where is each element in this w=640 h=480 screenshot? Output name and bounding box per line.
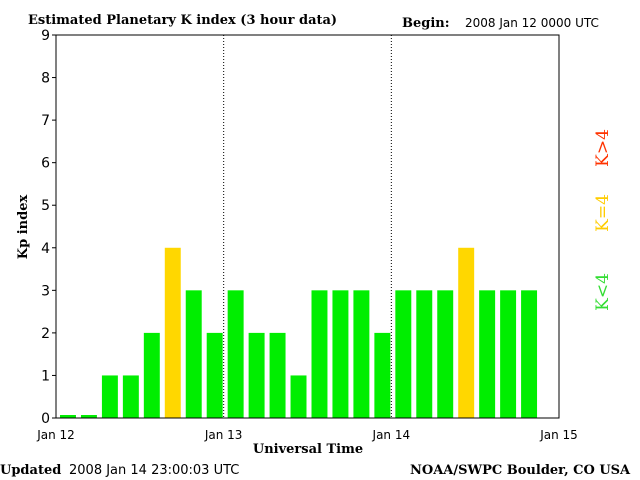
kp-bar	[332, 290, 349, 418]
kp-bar	[353, 290, 370, 418]
y-axis-label: Kp index	[16, 195, 31, 260]
y-tick-label: 2	[41, 326, 50, 342]
kp-bar	[458, 247, 475, 418]
begin-value: 2008 Jan 12 0000 UTC	[465, 16, 599, 30]
y-tick-labels: 0 1 2 3 4 5 6 7 8 9	[41, 28, 56, 427]
legend-quiet: K<4	[593, 273, 613, 311]
kp-bar	[500, 290, 517, 418]
kp-bar	[374, 332, 391, 418]
kp-bar	[269, 332, 286, 418]
kp-bar	[206, 332, 223, 418]
begin-label: Begin:	[402, 16, 450, 31]
kp-bar	[416, 290, 433, 418]
kp-bar	[80, 415, 97, 418]
updated-value: 2008 Jan 14 23:00:03 UTC	[69, 463, 239, 478]
x-tick-label: Jan 14	[372, 428, 411, 442]
kp-bar	[122, 375, 139, 418]
kp-bar	[185, 290, 202, 418]
plot-frame	[55, 34, 560, 419]
x-tick-label: Jan 13	[204, 428, 243, 442]
x-axis-label: Universal Time	[253, 442, 363, 457]
kp-bar	[290, 375, 307, 418]
kp-bar	[60, 415, 76, 418]
source-credit: NOAA/SWPC Boulder, CO USA	[410, 463, 631, 478]
day-dividers	[223, 35, 392, 418]
kp-bar	[248, 332, 265, 418]
kp-bar	[395, 290, 412, 418]
y-tick-label: 5	[41, 198, 50, 214]
chart-title: Estimated Planetary K index (3 hour data…	[28, 13, 337, 28]
x-tick-label: Jan 12	[36, 428, 75, 442]
y-tick-label: 7	[41, 113, 50, 129]
kp-bar	[479, 290, 496, 418]
y-tick-label: 4	[41, 241, 50, 257]
kp-bars	[60, 247, 538, 418]
y-tick-label: 8	[41, 71, 50, 87]
kp-bar	[437, 290, 454, 418]
y-tick-label: 3	[41, 283, 50, 299]
y-tick-label: 1	[41, 368, 50, 384]
x-tick-label: Jan 15	[539, 428, 578, 442]
updated-label: Updated	[0, 463, 61, 478]
kp-bar	[143, 332, 160, 418]
kp-bar	[311, 290, 328, 418]
y-tick-label: 6	[41, 156, 50, 172]
kp-bar	[101, 375, 118, 418]
legend-moderate: K=4	[593, 194, 613, 232]
x-tick-labels: Jan 12 Jan 13 Jan 14 Jan 15	[36, 428, 578, 442]
y-tick-label: 0	[41, 411, 50, 427]
kp-bar	[164, 247, 181, 418]
kp-bar	[521, 290, 538, 418]
y-tick-label: 9	[41, 28, 50, 44]
legend-storm: K>4	[593, 129, 613, 167]
kp-bar	[227, 290, 244, 418]
